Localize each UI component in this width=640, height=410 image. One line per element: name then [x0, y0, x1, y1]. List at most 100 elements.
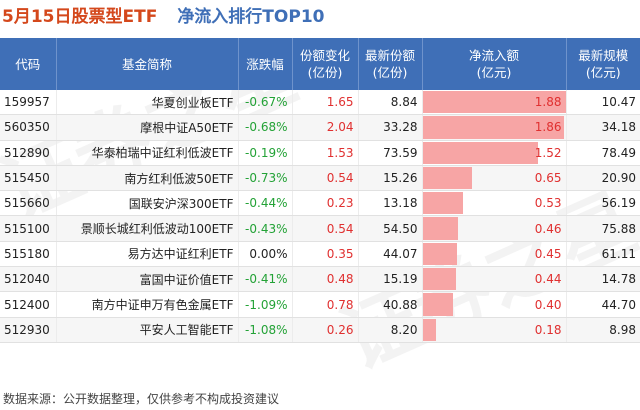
inflow-value: 0.18 [534, 322, 562, 337]
inflow-value: 0.65 [534, 171, 562, 186]
inflow-value: 0.46 [534, 221, 562, 236]
inflow-value: 0.44 [534, 272, 562, 287]
header-share-change: 份额变化 (亿份) [292, 38, 359, 90]
cell-inflow: 0.40 [422, 291, 567, 318]
cell-latest-share: 15.19 [358, 266, 423, 293]
cell-name: 南方中证申万有色金属ETF [56, 291, 239, 318]
inflow-bar [422, 217, 458, 240]
header-inflow-line1: 净流入额 [468, 48, 519, 63]
inflow-bar [422, 141, 539, 164]
cell-scale: 75.88 [566, 215, 640, 242]
cell-share-change: 0.54 [292, 165, 359, 192]
cell-latest-share: 54.50 [358, 215, 423, 242]
cell-change: -0.44% [238, 190, 293, 217]
table-row: 512890 华泰柏瑞中证红利低波ETF -0.19% 1.53 73.59 1.52 78… [0, 140, 640, 166]
cell-inflow: 1.88 [422, 90, 567, 116]
cell-share-change: 1.65 [292, 90, 359, 116]
cell-share-change: 0.78 [292, 291, 359, 318]
inflow-value: 0.45 [534, 246, 562, 261]
title-date: 5月15日股票型ETF [2, 7, 158, 27]
cell-name: 国联安沪深300ETF [56, 190, 239, 217]
inflow-value: 1.52 [534, 145, 562, 160]
table-header-row: 代码 基金简称 涨跌幅 份额变化 (亿份) 最新份额 (亿份) 净流入额 (亿元) 最… [0, 38, 640, 90]
cell-change: -0.43% [238, 215, 293, 242]
table-row: 159957 华夏创业板ETF -0.67% 1.65 8.84 1.88 10.47 [0, 90, 640, 116]
cell-inflow: 0.53 [422, 190, 567, 217]
cell-change: -1.09% [238, 291, 293, 318]
cell-scale: 44.70 [566, 291, 640, 318]
cell-name: 平安人工智能ETF [56, 317, 239, 343]
cell-share-change: 0.48 [292, 266, 359, 293]
header-inflow: 净流入额 (亿元) [422, 38, 567, 90]
etf-table: 代码 基金简称 涨跌幅 份额变化 (亿份) 最新份额 (亿份) 净流入额 (亿元) 最… [0, 38, 640, 343]
cell-share-change: 1.53 [292, 140, 359, 166]
cell-latest-share: 15.26 [358, 165, 423, 192]
header-share-change-line2: (亿份) [307, 65, 343, 80]
cell-latest-share: 40.88 [358, 291, 423, 318]
cell-name: 富国中证价值ETF [56, 266, 239, 293]
table-row: 515660 国联安沪深300ETF -0.44% 0.23 13.18 0.53 56.1… [0, 190, 640, 217]
header-latest-share: 最新份额 (亿份) [358, 38, 423, 90]
cell-name: 华泰柏瑞中证红利低波ETF [56, 140, 239, 166]
cell-inflow: 0.46 [422, 215, 567, 242]
inflow-bar [422, 242, 457, 266]
cell-change: -1.08% [238, 317, 293, 343]
cell-code: 560350 [0, 114, 57, 141]
cell-change: -0.67% [238, 90, 293, 116]
inflow-value: 0.53 [534, 196, 562, 211]
inflow-bar [422, 293, 453, 316]
cell-code: 512040 [0, 266, 57, 293]
cell-name: 南方红利低波50ETF [56, 165, 239, 192]
cell-inflow: 0.18 [422, 317, 567, 343]
header-scale: 最新规模 (亿元) [566, 38, 640, 90]
title-subtitle: 净流入排行TOP10 [177, 7, 325, 27]
header-code: 代码 [0, 38, 57, 90]
inflow-value: 1.86 [534, 120, 562, 135]
inflow-bar [422, 116, 564, 139]
cell-code: 512890 [0, 140, 57, 166]
cell-change: -0.73% [238, 165, 293, 192]
table-row: 515450 南方红利低波50ETF -0.73% 0.54 15.26 0.65 20.9… [0, 165, 640, 192]
cell-code: 515450 [0, 165, 57, 192]
cell-code: 515180 [0, 241, 57, 268]
footer-note: 数据来源：公开数据整理，仅供参考不构成投资建议 [3, 392, 280, 406]
cell-scale: 10.47 [566, 90, 640, 116]
cell-latest-share: 73.59 [358, 140, 423, 166]
cell-change: -0.19% [238, 140, 293, 166]
header-latest-share-line2: (亿份) [372, 65, 408, 80]
inflow-bar [422, 192, 463, 215]
inflow-value: 0.40 [534, 297, 562, 312]
inflow-value: 1.88 [534, 95, 562, 110]
cell-scale: 78.49 [566, 140, 640, 166]
header-scale-line1: 最新规模 [578, 48, 629, 63]
header-scale-line2: (亿元) [585, 65, 621, 80]
cell-code: 515660 [0, 190, 57, 217]
page-title: 5月15日股票型ETF 净流入排行TOP10 [2, 2, 324, 32]
cell-latest-share: 44.07 [358, 241, 423, 268]
cell-name: 华夏创业板ETF [56, 90, 239, 116]
cell-scale: 20.90 [566, 165, 640, 192]
cell-scale: 14.78 [566, 266, 640, 293]
cell-share-change: 0.35 [292, 241, 359, 268]
cell-inflow: 1.52 [422, 140, 567, 166]
header-inflow-line2: (亿元) [476, 65, 512, 80]
header-latest-share-line1: 最新份额 [364, 48, 415, 63]
cell-change: 0.00% [238, 241, 293, 268]
cell-latest-share: 13.18 [358, 190, 423, 217]
table-row: 560350 摩根中证A50ETF -0.68% 2.04 33.28 1.86 34.18 [0, 114, 640, 141]
cell-share-change: 0.54 [292, 215, 359, 242]
cell-scale: 34.18 [566, 114, 640, 141]
cell-change: -0.41% [238, 266, 293, 293]
cell-scale: 61.11 [566, 241, 640, 268]
header-share-change-line1: 份额变化 [299, 48, 350, 63]
cell-latest-share: 8.84 [358, 90, 423, 116]
inflow-bar [422, 268, 456, 291]
cell-code: 159957 [0, 90, 57, 116]
inflow-bar [422, 91, 565, 114]
cell-latest-share: 8.20 [358, 317, 423, 343]
cell-name: 摩根中证A50ETF [56, 114, 239, 141]
cell-latest-share: 33.28 [358, 114, 423, 141]
table-row: 515100 景顺长城红利低波动100ETF -0.43% 0.54 54.50 0.46… [0, 215, 640, 242]
table-row: 515180 易方达中证红利ETF 0.00% 0.35 44.07 0.45 61.11 [0, 241, 640, 268]
cell-code: 512930 [0, 317, 57, 343]
